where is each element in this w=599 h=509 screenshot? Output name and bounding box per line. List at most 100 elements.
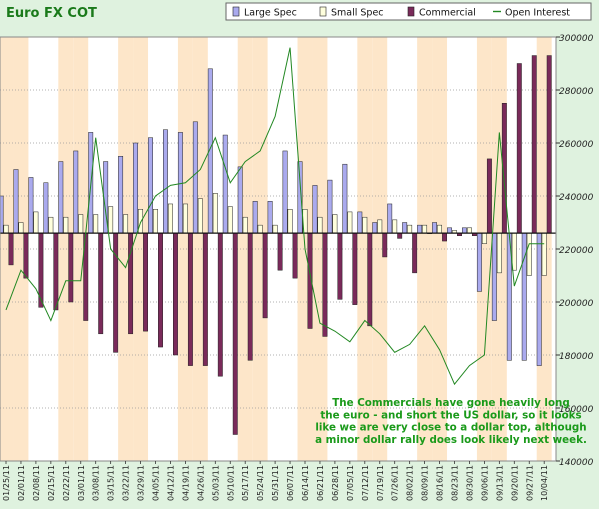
bar-large-spec <box>536 232 542 366</box>
bar-commercial <box>322 232 328 337</box>
x-tick-label: 08/16/11 <box>436 465 445 501</box>
x-tick-label: 05/17/11 <box>241 465 250 501</box>
bar-commercial <box>397 232 403 239</box>
bg-stripe <box>312 37 328 461</box>
x-tick-label: 02/08/11 <box>32 465 41 501</box>
bg-stripe <box>357 37 373 461</box>
bar-small-spec <box>3 224 9 234</box>
bar-small-spec <box>422 224 428 234</box>
bar-large-spec <box>432 222 438 234</box>
bar-large-spec <box>476 232 482 292</box>
line-open-interest <box>5 47 545 386</box>
bar-large-spec <box>252 201 258 234</box>
bar-large-spec <box>28 177 34 234</box>
bar-commercial <box>337 232 343 300</box>
x-tick-label: 09/27/11 <box>525 465 534 501</box>
bar-large-spec <box>43 182 49 234</box>
x-tick-label: 01/25/11 <box>2 465 11 501</box>
x-tick-label: 06/07/11 <box>286 465 295 501</box>
bar-small-spec <box>138 209 144 234</box>
bar-commercial <box>262 232 268 319</box>
bar-large-spec <box>402 222 408 234</box>
y-tick-label: 220000 <box>559 246 594 256</box>
legend-swatch <box>407 6 415 17</box>
bar-small-spec <box>362 216 368 234</box>
bar-commercial <box>277 232 283 271</box>
bar-large-spec <box>133 142 139 234</box>
bar-commercial <box>442 232 448 242</box>
bar-commercial <box>247 232 253 361</box>
legend-label: Large Spec <box>244 8 297 19</box>
bar-commercial <box>8 232 14 266</box>
bar-large-spec <box>237 166 243 234</box>
bar-large-spec <box>387 203 393 234</box>
bar-large-spec <box>163 129 168 234</box>
legend-label: Commercial <box>419 8 476 19</box>
bar-small-spec <box>212 193 218 234</box>
bar-small-spec <box>63 216 69 234</box>
bar-small-spec <box>467 227 472 234</box>
bar-small-spec <box>526 232 532 276</box>
annotation-line: a minor dollar rally does look likely ne… <box>315 434 587 446</box>
bar-commercial <box>173 232 178 356</box>
bar-small-spec <box>123 214 129 234</box>
bar-commercial <box>217 232 223 377</box>
bar-large-spec <box>342 163 348 234</box>
legend-label: Small Spec <box>331 8 384 19</box>
bar-commercial <box>292 232 298 279</box>
x-tick-label: 03/29/11 <box>137 465 146 501</box>
bar-commercial <box>352 232 358 305</box>
bar-large-spec <box>118 156 124 234</box>
x-tick-label: 02/01/11 <box>17 465 26 501</box>
bar-large-spec <box>58 161 64 234</box>
bar-commercial <box>187 232 193 366</box>
bar-commercial <box>516 63 522 234</box>
x-tick-label: 10/04/11 <box>540 465 549 501</box>
y-tick-label: 300000 <box>559 34 594 44</box>
x-tick-label: 09/13/11 <box>495 465 504 501</box>
bar-large-spec <box>148 137 153 234</box>
x-tick-label: 04/26/11 <box>196 465 205 501</box>
x-tick-label: 08/23/11 <box>451 465 460 501</box>
x-tick-label: 06/28/11 <box>331 465 340 501</box>
bar-small-spec <box>392 219 398 234</box>
bar-commercial <box>113 232 119 353</box>
x-tick-label: 05/03/11 <box>211 465 220 501</box>
bar-small-spec <box>272 224 278 234</box>
bar-small-spec <box>197 198 203 234</box>
bar-large-spec <box>327 179 333 234</box>
bar-small-spec <box>227 206 233 234</box>
x-tick-label: 03/01/11 <box>77 465 86 501</box>
legend-label: Open Interest <box>505 8 570 19</box>
y-tick-label: 280000 <box>559 87 594 97</box>
bar-commercial <box>158 232 163 348</box>
y-tick-label: 140000 <box>559 458 594 468</box>
x-tick-label: 03/22/11 <box>122 465 131 501</box>
bar-small-spec <box>496 232 502 274</box>
bar-small-spec <box>257 224 263 234</box>
annotation-line: like we are very close to a dollar top, … <box>315 422 586 434</box>
x-tick-label: 07/19/11 <box>376 465 385 501</box>
bar-large-spec <box>357 211 363 234</box>
bar-small-spec <box>48 216 54 234</box>
annotation: The Commercials have gone heavily longth… <box>315 397 587 446</box>
bar-large-spec <box>312 185 318 234</box>
y-tick-label: 240000 <box>559 193 594 203</box>
bar-small-spec <box>18 222 24 234</box>
x-tick-label: 05/10/11 <box>226 465 235 501</box>
bar-commercial <box>53 232 59 311</box>
bar-small-spec <box>33 211 39 234</box>
x-tick-label: 05/31/11 <box>271 465 280 501</box>
bar-commercial <box>68 232 74 303</box>
bar-small-spec <box>541 232 547 276</box>
bar-small-spec <box>347 211 353 234</box>
bar-small-spec <box>317 216 323 234</box>
x-tick-label: 05/24/11 <box>256 465 265 501</box>
bar-small-spec <box>437 224 443 234</box>
bar-small-spec <box>108 206 114 234</box>
bar-small-spec <box>377 219 383 234</box>
bar-small-spec <box>182 203 188 234</box>
bar-large-spec <box>177 132 183 234</box>
bar-commercial <box>202 232 208 366</box>
